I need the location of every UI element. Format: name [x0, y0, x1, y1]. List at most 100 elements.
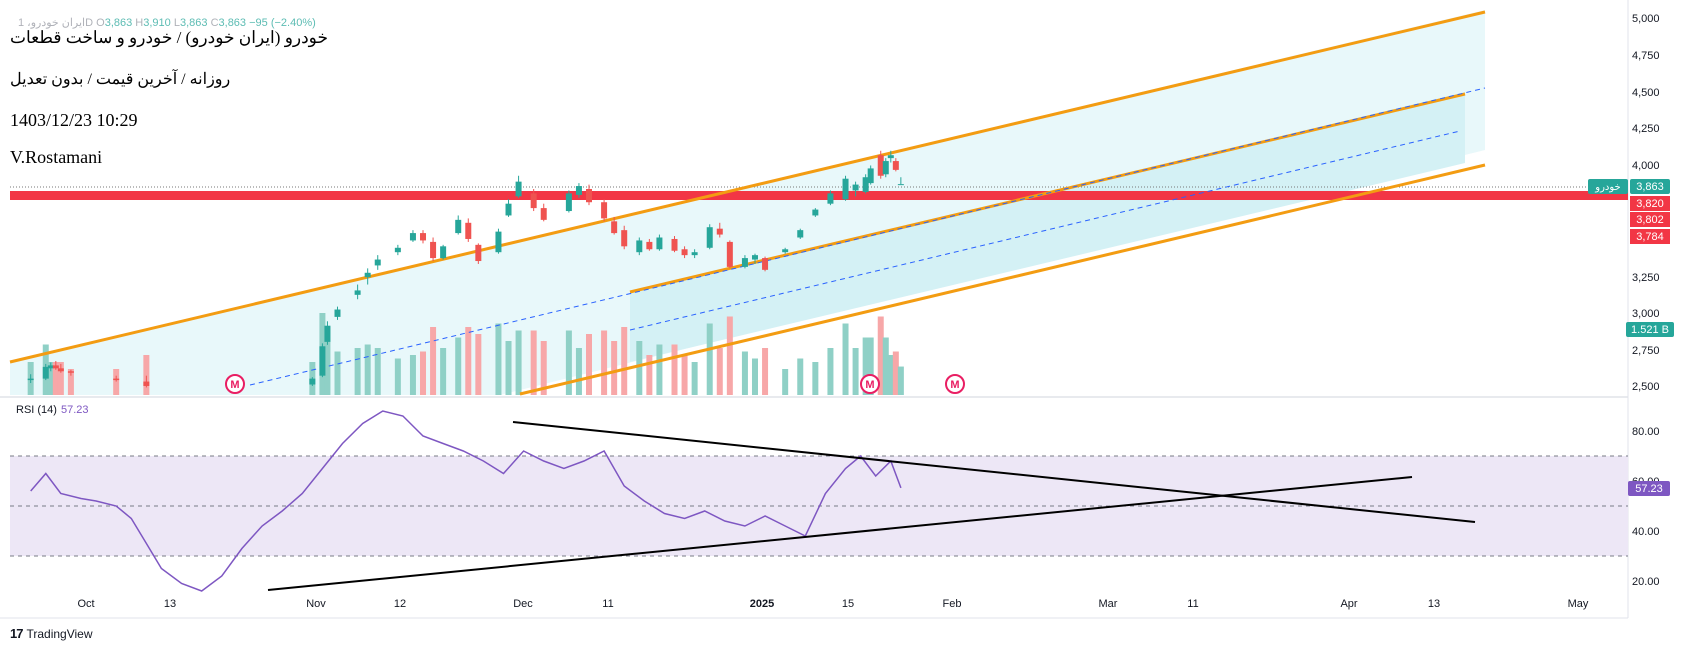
volume-bar [877, 316, 884, 395]
price-label-last[interactable]: خودرو 3,863 [1588, 179, 1670, 194]
channel-lower-line[interactable] [519, 163, 1486, 396]
chart-datetime: 1403/12/23 10:29 [10, 110, 138, 130]
candle-down[interactable] [540, 208, 547, 220]
time-tick: Feb [943, 598, 962, 610]
volume-bar [515, 330, 522, 395]
candle-down[interactable] [621, 230, 628, 247]
candle-up[interactable] [706, 227, 713, 248]
candle-up[interactable] [455, 219, 462, 234]
volume-bar [681, 355, 688, 395]
candle-up[interactable] [867, 168, 874, 184]
inner-median-dashed[interactable] [629, 130, 1461, 331]
rsi-descending-trendline[interactable] [512, 421, 1476, 523]
rsi-axis[interactable]: 80.00 60.00 40.00 20.00 [1632, 426, 1660, 588]
time-tick: May [1568, 598, 1589, 610]
ohlc-close: 3,863 [218, 17, 247, 29]
candle-down[interactable] [420, 233, 427, 241]
time-tick: 13 [1428, 598, 1440, 610]
candle-up[interactable] [862, 177, 869, 192]
candle-down[interactable] [681, 249, 688, 256]
time-tick: Apr [1340, 598, 1357, 610]
candle-down[interactable] [113, 378, 120, 381]
candle-up[interactable] [782, 249, 789, 253]
volume-bar [762, 348, 769, 395]
candle-up[interactable] [354, 290, 361, 295]
candle-up[interactable] [565, 193, 572, 212]
candle-up[interactable] [364, 272, 371, 278]
volume-label[interactable]: 1.521 B [1626, 322, 1674, 337]
tradingview-logo[interactable]: 17 TradingView [10, 626, 93, 641]
candle-down[interactable] [611, 221, 618, 234]
rsi-ascending-trendline[interactable] [267, 476, 1413, 591]
price-axis[interactable]: 5,000 4,750 4,500 4,250 4,000 3,250 3,00… [1632, 13, 1660, 393]
candle-up[interactable] [309, 378, 316, 385]
rsi-line[interactable] [30, 410, 902, 592]
channel-median-dashed[interactable] [249, 87, 1486, 386]
candle-down[interactable] [465, 222, 472, 239]
candle-down[interactable] [877, 155, 884, 176]
volume-bar [430, 327, 437, 395]
candle-up[interactable] [495, 231, 502, 253]
candle-up[interactable] [751, 255, 758, 260]
candle-up[interactable] [842, 178, 849, 200]
candle-down[interactable] [52, 365, 59, 369]
rsi-legend[interactable]: RSI (14) 57.23 [16, 404, 89, 416]
event-marker[interactable]: M [860, 374, 880, 394]
tradingview-icon: 17 [10, 626, 24, 641]
candle-up[interactable] [741, 258, 748, 267]
support-zone[interactable] [10, 191, 1628, 200]
candle-down[interactable] [716, 228, 723, 235]
candle-down[interactable] [601, 202, 608, 219]
candle-up[interactable] [374, 259, 381, 266]
candle-up[interactable] [440, 246, 447, 259]
tradingview-name: TradingView [26, 626, 93, 641]
candle-up[interactable] [575, 186, 582, 195]
candle-up[interactable] [797, 230, 804, 238]
candle-down[interactable] [762, 258, 769, 270]
candle-down[interactable] [726, 241, 733, 267]
time-axis[interactable]: Oct 13 Nov 12 Dec 11 2025 15 Feb Mar 11 … [77, 598, 1588, 610]
volume-bar [827, 348, 834, 395]
volume-bar [455, 337, 462, 395]
candle-down[interactable] [430, 241, 437, 259]
candle-up[interactable] [691, 252, 698, 256]
event-marker[interactable]: M [945, 374, 965, 394]
candle-up[interactable] [42, 366, 49, 379]
volume-bar [706, 323, 713, 395]
candle-up[interactable] [394, 247, 401, 253]
event-marker[interactable]: M [225, 374, 245, 394]
candle-down[interactable] [57, 368, 64, 372]
candle-up[interactable] [852, 184, 859, 191]
candle-up[interactable] [334, 309, 341, 317]
candle-up[interactable] [324, 325, 331, 342]
candle-up[interactable] [897, 184, 904, 186]
candle-down[interactable] [586, 188, 592, 203]
candle-down[interactable] [143, 381, 150, 386]
candle-down[interactable] [475, 244, 482, 262]
candle-up[interactable] [636, 240, 643, 253]
candle-up[interactable] [812, 209, 819, 216]
volume-bar [852, 348, 859, 395]
candle-up[interactable] [882, 161, 889, 175]
candle-up[interactable] [409, 233, 416, 241]
volume-bar [882, 337, 889, 395]
candle-down[interactable] [892, 161, 899, 170]
candle-up[interactable] [319, 346, 326, 376]
price-label-zone[interactable]: 3,820 3,802 3,784 [1630, 196, 1670, 244]
candle-up[interactable] [887, 155, 894, 159]
candle-down[interactable] [671, 238, 678, 251]
candle-down[interactable] [530, 193, 537, 209]
candle-up[interactable] [27, 378, 34, 381]
rsi-value-label[interactable]: 57.23 [1628, 481, 1670, 496]
candle-up[interactable] [515, 181, 522, 197]
channel-upper-line[interactable] [9, 10, 1486, 364]
candle-up[interactable] [827, 193, 834, 204]
candle-up[interactable] [47, 365, 54, 369]
candle-up[interactable] [505, 203, 512, 216]
candle-down[interactable] [646, 241, 653, 250]
candle-down[interactable] [67, 371, 74, 373]
symbol-tag: خودرو [1594, 182, 1620, 193]
candle-up[interactable] [656, 237, 663, 250]
time-tick: Nov [306, 598, 326, 610]
